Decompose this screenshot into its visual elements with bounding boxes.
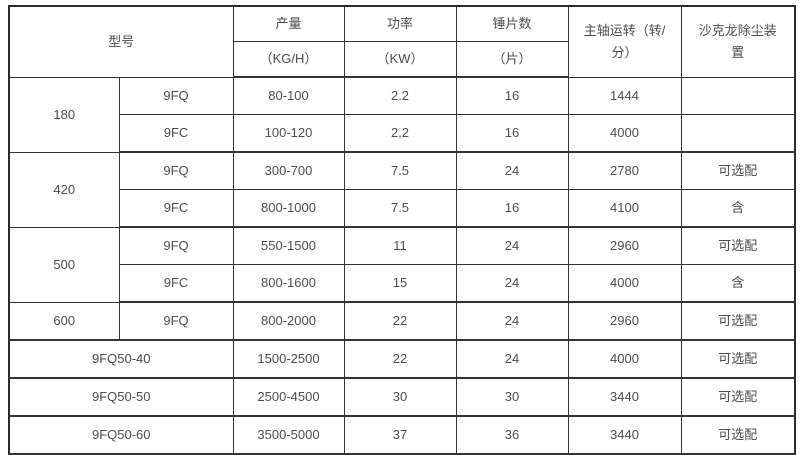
table-row: 600 9FQ 800-2000 22 24 2960 可选配 [8,301,796,341]
cell-spindle-speed: 2960 [567,301,682,341]
header-hammers-unit: （片） [455,41,569,78]
cell-model-sub: 9FQ [118,301,234,341]
cell-output: 800-1000 [232,189,345,228]
table-row: 180 9FQ 80-100 2.2 16 1444 [8,76,796,153]
cell-cyclone: 可选配 [680,377,796,417]
table-row: 420 9FQ 300-700 7.5 24 2780 可选配 [8,151,796,228]
cell-cyclone: 含 [680,189,796,228]
cell-power: 30 [343,377,457,417]
cell-spindle-speed: 4000 [567,114,682,153]
cell-spindle-speed: 1444 [567,76,682,115]
cell-model-sub: 9FQ [118,226,234,265]
table-row: 500 9FQ 550-1500 11 24 2960 可选配 [8,226,796,303]
cell-spindle-speed: 4100 [567,189,682,228]
cell-hammers: 16 [455,189,569,228]
cell-spindle-speed: 4000 [567,264,682,303]
cell-spindle-speed: 2960 [567,226,682,265]
table-row: 9FQ50-50 2500-4500 30 30 3440 可选配 [8,377,796,417]
cell-power: 7.5 [343,189,457,228]
cell-cyclone: 可选配 [680,301,796,341]
cell-power: 15 [343,264,457,303]
cell-hammers: 24 [455,226,569,265]
spec-table: 型号 产量 功率 锤片数 主轴运转（转/ 分） 沙克龙除尘装 置 （KG/H） … [8,5,797,455]
cell-spindle-speed: 3440 [567,377,682,417]
cell-power: 11 [343,226,457,265]
header-row-2: （KG/H） （KW） （片） [9,41,795,78]
table-row: 9FQ50-40 1500-2500 22 24 4000 可选配 [8,339,796,379]
cell-hammers: 16 [455,76,569,115]
cell-power: 22 [343,301,457,341]
header-model: 型号 [8,5,234,78]
header-cyclone-device: 沙克龙除尘装 置 [680,5,796,78]
cell-model-full: 9FQ50-60 [8,415,234,455]
cell-output: 300-700 [232,151,345,190]
cell-model-sub: 9FQ [118,151,234,190]
cell-output: 100-120 [232,114,345,153]
cell-output: 1500-2500 [232,339,345,379]
cell-hammers: 16 [455,114,569,153]
cell-model-group: 600 [8,301,120,341]
table-row: 9FC 800-1600 15 24 4000 含 [9,264,796,303]
cell-cyclone [680,76,796,115]
cell-output: 550-1500 [232,226,345,265]
table-row: 9FC 800-1000 7.5 16 4100 含 [9,189,796,228]
cell-cyclone: 可选配 [680,415,796,455]
cell-cyclone [680,114,796,153]
cell-spindle-speed: 2780 [567,151,682,190]
cell-power: 2.2 [343,114,457,153]
cell-cyclone: 可选配 [680,151,796,190]
header-power: 功率 [343,5,457,42]
cell-power: 2.2 [343,76,457,115]
header-output: 产量 [232,5,345,42]
cell-cyclone: 可选配 [680,226,796,265]
header-power-unit: （KW） [343,41,457,78]
cell-model-sub: 9FC [118,189,234,228]
table-row: 9FC 100-120 2.2 16 4000 [9,114,796,153]
header-row-1: 型号 产量 功率 锤片数 主轴运转（转/ 分） 沙克龙除尘装 置 [8,5,796,78]
table-row: 9FQ50-60 3500-5000 37 36 3440 可选配 [8,415,796,455]
cell-output: 3500-5000 [232,415,345,455]
cell-output: 800-2000 [232,301,345,341]
cell-cyclone: 可选配 [680,339,796,379]
header-spindle-speed: 主轴运转（转/ 分） [567,5,682,78]
cell-model-full: 9FQ50-40 [8,339,234,379]
cell-model-sub: 9FQ [118,76,234,115]
cell-power: 7.5 [343,151,457,190]
cell-hammers: 36 [455,415,569,455]
cell-hammers: 24 [455,301,569,341]
cell-model-group: 500 [8,226,120,303]
cell-model-group: 180 [8,76,120,153]
cell-spindle-speed: 3440 [567,415,682,455]
header-hammers: 锤片数 [455,5,569,42]
cell-power: 22 [343,339,457,379]
cell-hammers: 24 [455,151,569,190]
header-output-unit: （KG/H） [232,41,345,78]
cell-output: 80-100 [232,76,345,115]
cell-hammers: 24 [455,339,569,379]
cell-spindle-speed: 4000 [567,339,682,379]
cell-hammers: 24 [455,264,569,303]
cell-model-group: 420 [8,151,120,228]
cell-cyclone: 含 [680,264,796,303]
cell-model-sub: 9FC [118,264,234,303]
cell-hammers: 30 [455,377,569,417]
cell-model-sub: 9FC [118,114,234,153]
cell-model-full: 9FQ50-50 [8,377,234,417]
cell-power: 37 [343,415,457,455]
cell-output: 2500-4500 [232,377,345,417]
cell-output: 800-1600 [232,264,345,303]
